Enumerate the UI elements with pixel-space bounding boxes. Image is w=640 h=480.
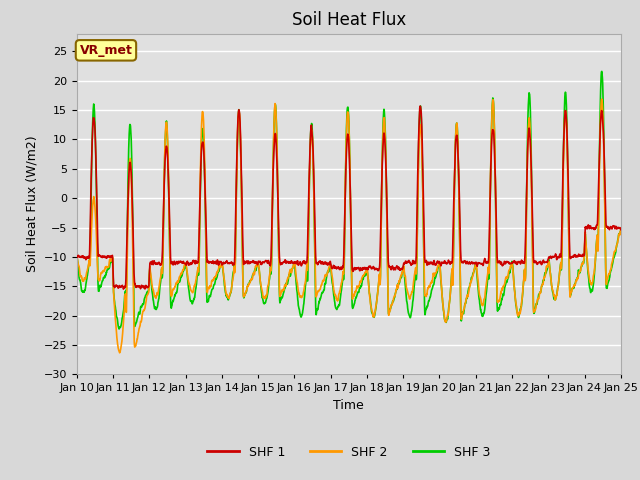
SHF 2 (598, 96, 605, 102)
SHF 1 (376, 239, 384, 245)
SHF 3 (598, 69, 605, 74)
SHF 2 (507, 263, 515, 268)
SHF 2 (365, 282, 372, 288)
SHF 1 (225, 260, 232, 266)
SHF 2 (116, 350, 124, 356)
SHF 1 (508, 261, 515, 266)
Title: Soil Heat Flux: Soil Heat Flux (292, 11, 406, 29)
SHF 3 (507, 264, 515, 270)
Text: VR_met: VR_met (79, 44, 132, 57)
SHF 2 (584, 266, 592, 272)
SHF 2 (73, 252, 81, 258)
SHF 3 (617, 228, 625, 234)
SHF 3 (73, 254, 81, 260)
SHF 1 (365, 264, 372, 270)
SHF 3 (225, 295, 232, 300)
Y-axis label: Soil Heat Flux (W/m2): Soil Heat Flux (W/m2) (25, 136, 38, 272)
Line: SHF 2: SHF 2 (77, 99, 621, 353)
SHF 1 (73, 254, 81, 260)
SHF 3 (376, 272, 384, 278)
SHF 2 (617, 225, 625, 231)
SHF 3 (365, 280, 372, 286)
Line: SHF 1: SHF 1 (77, 106, 621, 289)
SHF 1 (584, 222, 592, 228)
SHF 3 (584, 270, 592, 276)
SHF 2 (376, 276, 384, 282)
SHF 3 (115, 326, 123, 332)
SHF 2 (225, 295, 232, 300)
SHF 1 (570, 254, 577, 260)
SHF 1 (417, 103, 424, 109)
SHF 2 (569, 285, 577, 290)
Line: SHF 3: SHF 3 (77, 72, 621, 329)
SHF 3 (569, 285, 577, 290)
Legend: SHF 1, SHF 2, SHF 3: SHF 1, SHF 2, SHF 3 (202, 441, 495, 464)
SHF 1 (617, 227, 625, 232)
X-axis label: Time: Time (333, 399, 364, 412)
SHF 1 (120, 286, 127, 292)
